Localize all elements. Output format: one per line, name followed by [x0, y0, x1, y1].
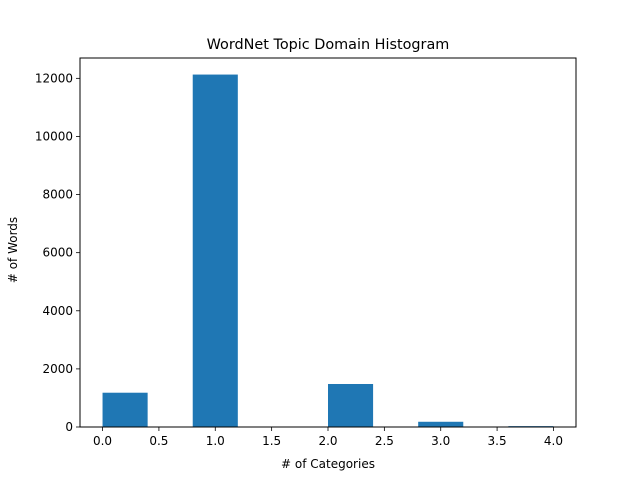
y-axis-ticks: 0 2000 4000 6000 8000 10000 12000	[35, 71, 80, 434]
y-axis-label: # of Words	[6, 217, 20, 283]
bars-group	[102, 74, 554, 428]
y-tick-label: 10000	[35, 129, 73, 143]
x-axis-label: # of Categories	[281, 457, 375, 471]
x-tick-label: 3.5	[488, 434, 507, 448]
histogram-bar-2	[192, 74, 238, 428]
y-tick-label: 4000	[42, 304, 73, 318]
x-tick-label: 1.5	[262, 434, 281, 448]
y-tick-label: 6000	[42, 246, 73, 260]
histogram-bar-7	[418, 421, 464, 427]
x-tick-label: 2.0	[318, 434, 337, 448]
x-tick-label: 4.0	[544, 434, 563, 448]
x-tick-label: 0.5	[149, 434, 168, 448]
y-tick-label: 2000	[42, 362, 73, 376]
x-tick-label: 2.5	[375, 434, 394, 448]
x-axis-ticks: 0.0 0.5 1.0 1.5 2.0 2.5 3.0 3.5 4.0	[93, 427, 563, 448]
histogram-bar-5	[328, 383, 374, 427]
x-tick-label: 1.0	[206, 434, 225, 448]
y-tick-label: 0	[65, 420, 73, 434]
x-tick-label: 0.0	[93, 434, 112, 448]
chart-title: WordNet Topic Domain Histogram	[207, 37, 450, 53]
histogram-bar-0	[102, 392, 148, 427]
plot-frame	[79, 57, 577, 428]
y-tick-label: 12000	[35, 71, 73, 85]
x-tick-label: 3.0	[431, 434, 450, 448]
y-tick-label: 8000	[42, 188, 73, 202]
